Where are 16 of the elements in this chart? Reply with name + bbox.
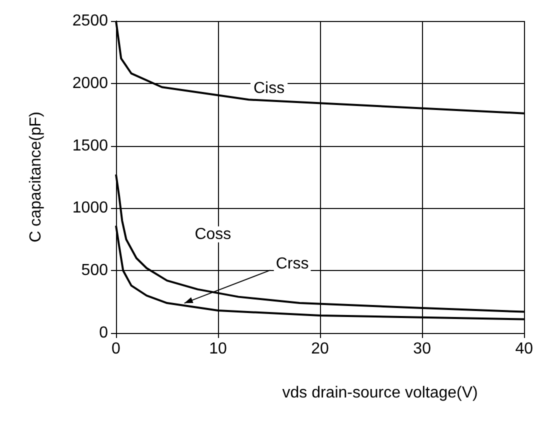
- y-axis-title: C capacitance(pF): [28, 112, 44, 242]
- x-tick-label: 40: [515, 340, 534, 358]
- x-tick-label: 10: [209, 340, 228, 358]
- annotation: Crss: [276, 256, 309, 273]
- y-tick-label: 2500: [72, 12, 108, 30]
- x-tick-label: 20: [311, 340, 330, 358]
- y-tick-label: 2000: [72, 74, 108, 92]
- y-tick-label: 0: [99, 324, 108, 342]
- y-tick-label: 1500: [72, 137, 108, 154]
- y-tick-label: 500: [81, 262, 108, 280]
- annotation: Coss: [194, 226, 232, 243]
- annotation: Ciss: [253, 80, 285, 97]
- y-tick-label: 1000: [72, 200, 108, 217]
- x-tick-label: 30: [413, 340, 432, 358]
- x-tick-label: 0: [112, 340, 121, 358]
- x-axis-title: vds drain-source voltage(V): [282, 384, 478, 402]
